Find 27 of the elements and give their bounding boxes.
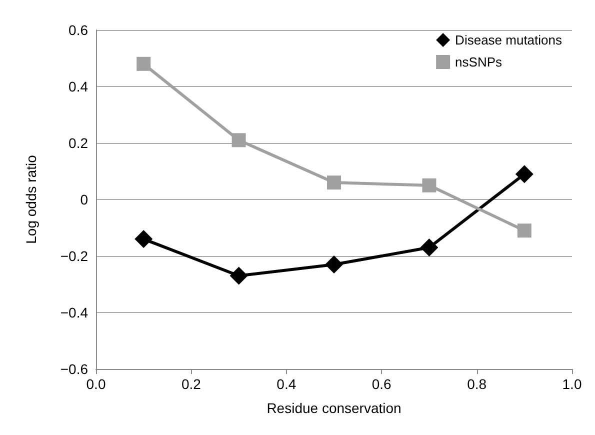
x-tick-label: 0.0 xyxy=(86,376,106,392)
point xyxy=(517,224,532,238)
y-tick-label: −0.6 xyxy=(60,361,88,377)
x-tick-label: 0.4 xyxy=(276,376,296,392)
x-tick-label: 0.6 xyxy=(372,376,392,392)
x-axis-title: Residue conservation xyxy=(266,400,402,416)
legend-label: Disease mutations xyxy=(455,32,562,48)
x-tick-label: 1.0 xyxy=(562,376,582,392)
y-axis-title: Log odds ratio xyxy=(23,154,39,244)
x-tick-label: 0.2 xyxy=(181,376,202,392)
point xyxy=(136,56,151,71)
y-tick-label: −0.4 xyxy=(60,304,88,320)
point xyxy=(325,255,343,274)
point xyxy=(515,165,534,184)
x-tick-label: 0.8 xyxy=(467,376,487,392)
point xyxy=(420,238,438,257)
y-tick-label: 0.4 xyxy=(68,78,88,94)
point xyxy=(422,178,436,192)
legend-label: nsSNPs xyxy=(455,54,503,70)
point xyxy=(232,133,246,148)
point xyxy=(230,266,248,285)
point xyxy=(327,176,341,190)
point xyxy=(134,230,153,248)
y-tick-label: 0 xyxy=(80,192,88,208)
y-tick-label: −0.2 xyxy=(60,248,88,264)
y-tick-label: 0.2 xyxy=(68,135,88,151)
y-tick-label: 0.6 xyxy=(68,22,88,38)
